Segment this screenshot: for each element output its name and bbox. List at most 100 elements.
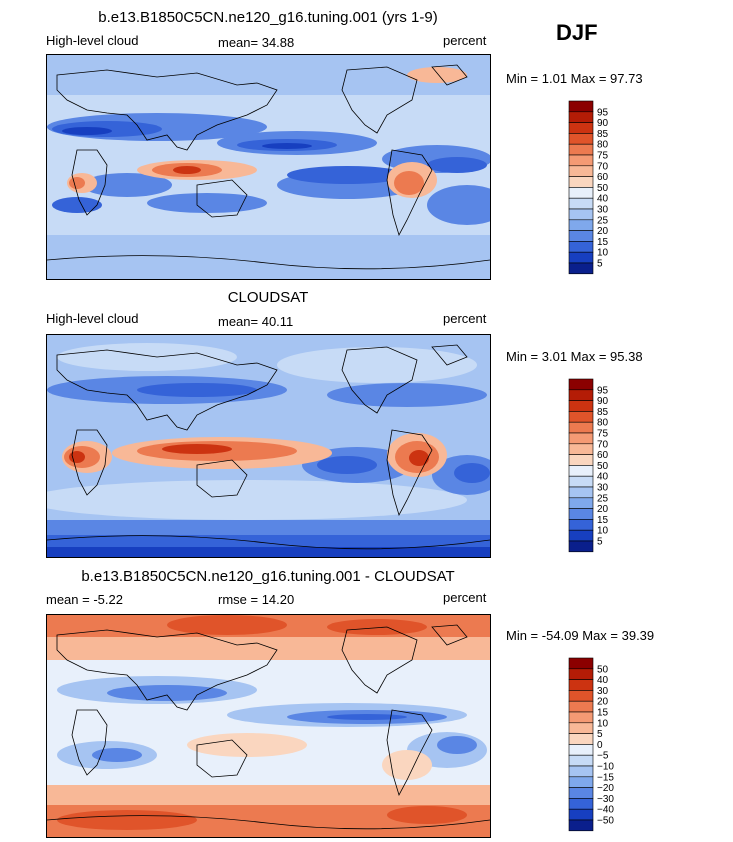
panel-3-colorbar: 50 40 30 20 15 10 5 0 −5 −10 −15 −20 −30 −40 −50 xyxy=(568,657,629,833)
colorbar-swatch xyxy=(568,378,594,391)
colorbar-swatch xyxy=(568,187,594,199)
colorbar-tick-label: −40 xyxy=(597,805,614,816)
panel-3-units-label: percent xyxy=(443,590,487,605)
colorbar-tick-label: 70 xyxy=(597,439,609,450)
colorbar-tick-label: 5 xyxy=(597,537,603,548)
colorbar-tick-label: 85 xyxy=(597,407,609,418)
colorbar-swatch xyxy=(568,754,594,767)
colorbar-tick-label: −30 xyxy=(597,794,614,805)
colorbar-swatch xyxy=(568,657,594,670)
colorbar-swatch xyxy=(568,400,594,412)
colorbar-swatch xyxy=(568,241,594,253)
colorbar-swatch xyxy=(568,744,594,756)
panel-1-mean-label: mean= 34.88 xyxy=(218,35,295,50)
colorbar-swatch xyxy=(568,143,594,156)
colorbar-tick-label: 15 xyxy=(597,708,609,719)
colorbar-swatch xyxy=(568,679,594,691)
colorbar-tick-label: 95 xyxy=(597,385,609,396)
colorbar-swatch xyxy=(568,208,594,221)
panel-2-variable-label: High-level cloud xyxy=(46,311,139,326)
colorbar-swatch xyxy=(568,389,594,401)
panel-2-colorbar: 95 90 85 80 75 70 60 50 40 30 25 20 15 10 5 xyxy=(568,378,629,554)
colorbar-swatch xyxy=(568,486,594,499)
colorbar-tick-label: 95 xyxy=(597,107,609,118)
colorbar-tick-label: 20 xyxy=(597,226,609,237)
panel-3-rmse-label: rmse = 14.20 xyxy=(218,592,295,607)
panel-2-map xyxy=(46,334,491,558)
colorbar-swatch xyxy=(568,111,594,123)
colorbar-tick-label: 60 xyxy=(597,172,609,183)
colorbar-tick-label: −20 xyxy=(597,783,614,794)
colorbar-tick-label: 40 xyxy=(597,472,609,483)
colorbar-swatch xyxy=(568,529,594,542)
colorbar-tick-label: 30 xyxy=(597,483,609,494)
colorbar-swatch xyxy=(568,421,594,434)
panel-1-map xyxy=(46,54,491,280)
colorbar-swatch xyxy=(568,700,594,713)
colorbar-swatch xyxy=(568,219,594,231)
colorbar-swatch xyxy=(568,497,594,509)
panel-1-variable-label: High-level cloud xyxy=(46,33,139,48)
colorbar-swatch xyxy=(568,154,594,167)
colorbar-tick-label: −15 xyxy=(597,772,614,783)
colorbar-tick-label: 20 xyxy=(597,504,609,515)
panel-3-map xyxy=(46,614,491,838)
panel-1-units-label: percent xyxy=(443,33,487,48)
colorbar-swatch xyxy=(568,454,594,466)
colorbar-swatch xyxy=(568,165,594,177)
colorbar-tick-label: 25 xyxy=(597,493,609,504)
colorbar-swatch xyxy=(568,711,594,724)
colorbar-tick-label: 10 xyxy=(597,526,609,537)
colorbar-tick-label: 15 xyxy=(597,515,609,526)
colorbar-swatch xyxy=(568,508,594,520)
colorbar-swatch xyxy=(568,251,594,264)
colorbar-tick-label: 90 xyxy=(597,396,609,407)
colorbar-swatch xyxy=(568,540,594,553)
panel-3-mean-label: mean = -5.22 xyxy=(46,592,123,607)
colorbar-swatch xyxy=(568,519,594,531)
colorbar-tick-label: 80 xyxy=(597,140,609,151)
colorbar-swatch xyxy=(568,765,594,778)
colorbar-tick-label: 50 xyxy=(597,664,609,675)
colorbar-tick-label: 50 xyxy=(597,461,609,472)
panel-3-map-plot xyxy=(47,615,490,837)
colorbar-swatch xyxy=(568,411,594,423)
colorbar-swatch xyxy=(568,197,594,210)
colorbar-tick-label: 20 xyxy=(597,697,609,708)
colorbar-swatch xyxy=(568,432,594,445)
colorbar-tick-label: 15 xyxy=(597,237,609,248)
colorbar-tick-label: 90 xyxy=(597,118,609,129)
colorbar-swatch xyxy=(568,819,594,832)
colorbar-tick-label: 50 xyxy=(597,183,609,194)
colorbar-tick-label: −5 xyxy=(597,751,609,762)
colorbar-swatch xyxy=(568,798,594,810)
colorbar-swatch xyxy=(568,230,594,242)
panel-2-units-label: percent xyxy=(443,311,487,326)
season-label: DJF xyxy=(556,20,598,45)
colorbar-swatch xyxy=(568,808,594,821)
colorbar-swatch xyxy=(568,776,594,788)
colorbar-tick-label: 70 xyxy=(597,161,609,172)
colorbar-swatch xyxy=(568,133,594,145)
colorbar-swatch xyxy=(568,122,594,134)
panel-1-title: b.e13.B1850C5CN.ne120_g16.tuning.001 (yr… xyxy=(98,9,438,26)
panel-2-title: CLOUDSAT xyxy=(227,289,309,306)
colorbar-swatch xyxy=(568,722,594,734)
colorbar-tick-label: 5 xyxy=(597,259,603,270)
colorbar-swatch xyxy=(568,176,594,188)
colorbar-tick-label: 10 xyxy=(597,248,609,259)
panel-2-minmax: Min = 3.01 Max = 95.38 xyxy=(506,349,643,364)
panel-3-title: b.e13.B1850C5CN.ne120_g16.tuning.001 - C… xyxy=(81,568,455,585)
colorbar-swatch xyxy=(568,262,594,275)
colorbar-tick-label: 60 xyxy=(597,450,609,461)
colorbar-swatch xyxy=(568,475,594,488)
colorbar-tick-label: 75 xyxy=(597,429,609,440)
panel-1-minmax: Min = 1.01 Max = 97.73 xyxy=(506,71,643,86)
colorbar-tick-label: 30 xyxy=(597,686,609,697)
colorbar-tick-label: 80 xyxy=(597,418,609,429)
colorbar-tick-label: 30 xyxy=(597,205,609,216)
panel-1-colorbar: 95 90 85 80 75 70 60 50 40 30 25 20 15 10 5 xyxy=(568,100,629,276)
